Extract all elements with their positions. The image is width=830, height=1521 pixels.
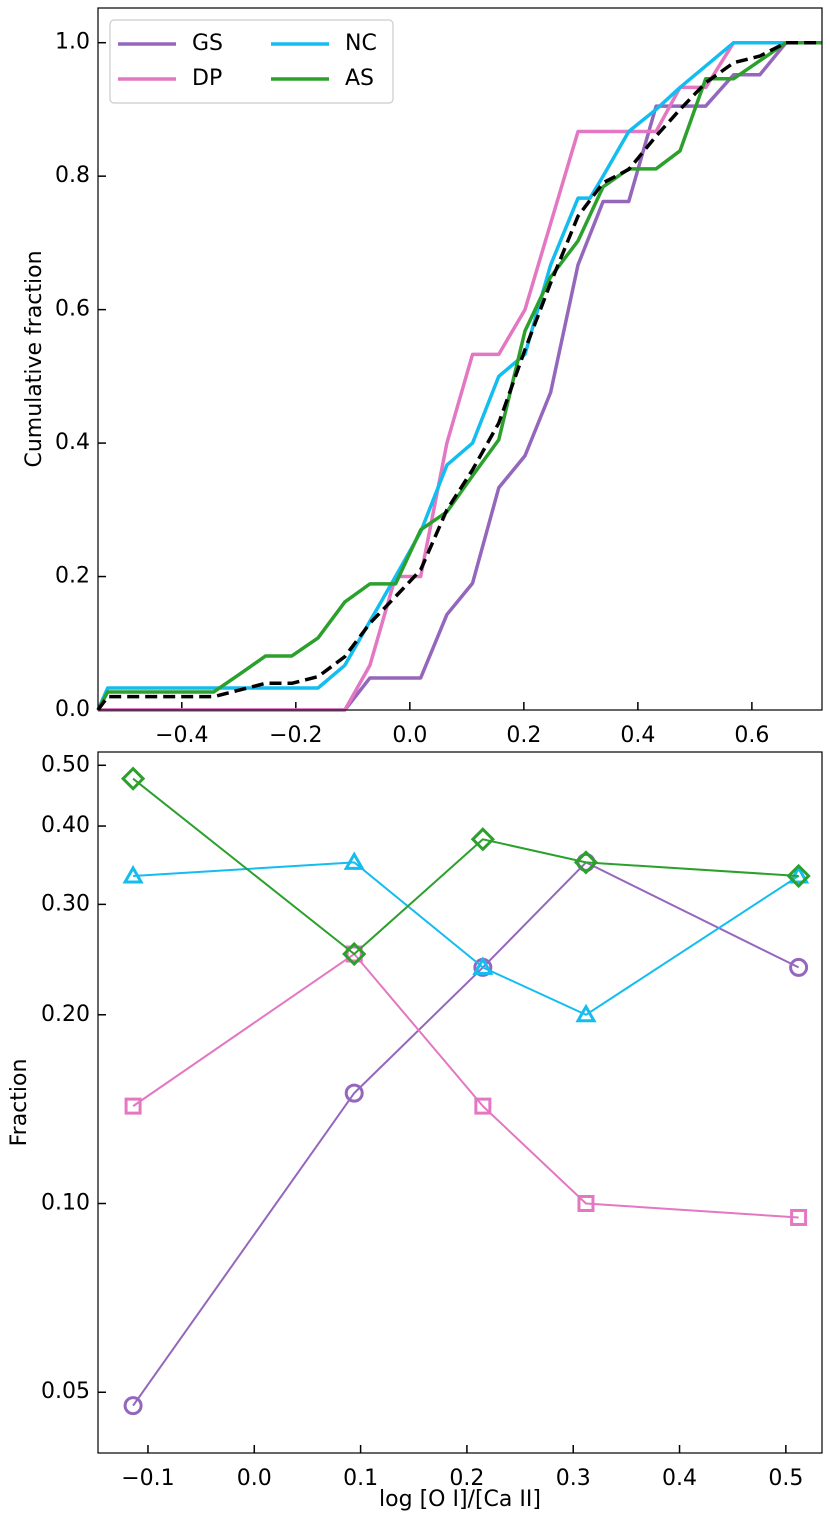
x-tick-label: −0.4 — [155, 723, 208, 748]
y-tick-label: 0.4 — [55, 430, 90, 455]
marker — [120, 766, 146, 791]
x-tick-label: 0.2 — [506, 723, 541, 748]
marker — [474, 1097, 492, 1115]
series-line — [96, 40, 822, 711]
legend-box — [109, 19, 394, 104]
x-tick-label: 0.6 — [734, 723, 769, 748]
x-tick-label: 0.1 — [343, 1466, 378, 1491]
x-tick-label: 0.2 — [449, 1466, 484, 1491]
y-tick-label: 0.50 — [41, 752, 90, 777]
y-tick-label: 0.20 — [41, 1002, 90, 1027]
y-axis-label: Cumulative fraction — [22, 250, 47, 467]
marker — [577, 1195, 595, 1213]
y-tick-label: 0.8 — [55, 163, 90, 188]
marker — [345, 945, 363, 963]
series-line — [132, 777, 799, 956]
marker — [124, 1097, 142, 1115]
series-line — [96, 40, 822, 712]
y-tick-label: 0.10 — [41, 1191, 90, 1216]
x-tick-label: 0.3 — [556, 1466, 591, 1491]
x-tick-label: 0.4 — [620, 723, 655, 748]
x-tick-label: 0.0 — [237, 1466, 272, 1491]
marker — [573, 850, 599, 875]
x-tick-label: −0.2 — [269, 723, 322, 748]
series-line — [133, 861, 800, 1016]
marker — [786, 863, 811, 889]
legend-label: DP — [192, 66, 222, 91]
legend-label: GS — [192, 31, 223, 56]
series-line — [98, 40, 822, 712]
series-line — [96, 40, 822, 711]
legend-label: NC — [345, 31, 377, 56]
y-tick-label: 0.6 — [55, 297, 90, 322]
legend: GS DP NC AS — [109, 19, 394, 104]
series-line — [132, 861, 800, 1407]
marker — [344, 1083, 364, 1103]
marker — [342, 941, 367, 967]
marker — [470, 827, 495, 852]
axes-frame — [97, 751, 823, 1454]
legend-label: AS — [345, 66, 374, 91]
marker — [790, 1208, 808, 1226]
series-line — [98, 40, 822, 712]
y-tick-label: 1.0 — [55, 30, 90, 55]
x-tick-label: 0.0 — [392, 723, 427, 748]
x-tick-label: 0.5 — [768, 1466, 803, 1491]
x-axis-label: log [O I]/[Ca II] — [379, 1487, 541, 1512]
series-line — [132, 953, 799, 1219]
x-tick-label: 0.4 — [662, 1466, 697, 1491]
marker — [575, 1003, 597, 1023]
marker — [343, 851, 365, 870]
y-axis-label: Fraction — [7, 1059, 32, 1147]
y-tick-label: 0.2 — [55, 564, 90, 589]
x-tick-label: −0.1 — [121, 1466, 174, 1491]
marker — [123, 1396, 143, 1416]
marker — [472, 956, 494, 975]
marker — [789, 957, 809, 977]
axes-frame — [97, 7, 823, 711]
y-tick-label: 0.40 — [41, 813, 90, 838]
y-tick-label: 0.0 — [55, 697, 90, 722]
marker — [122, 864, 144, 884]
y-tick-label: 0.05 — [41, 1379, 90, 1404]
y-tick-label: 0.30 — [41, 891, 90, 916]
